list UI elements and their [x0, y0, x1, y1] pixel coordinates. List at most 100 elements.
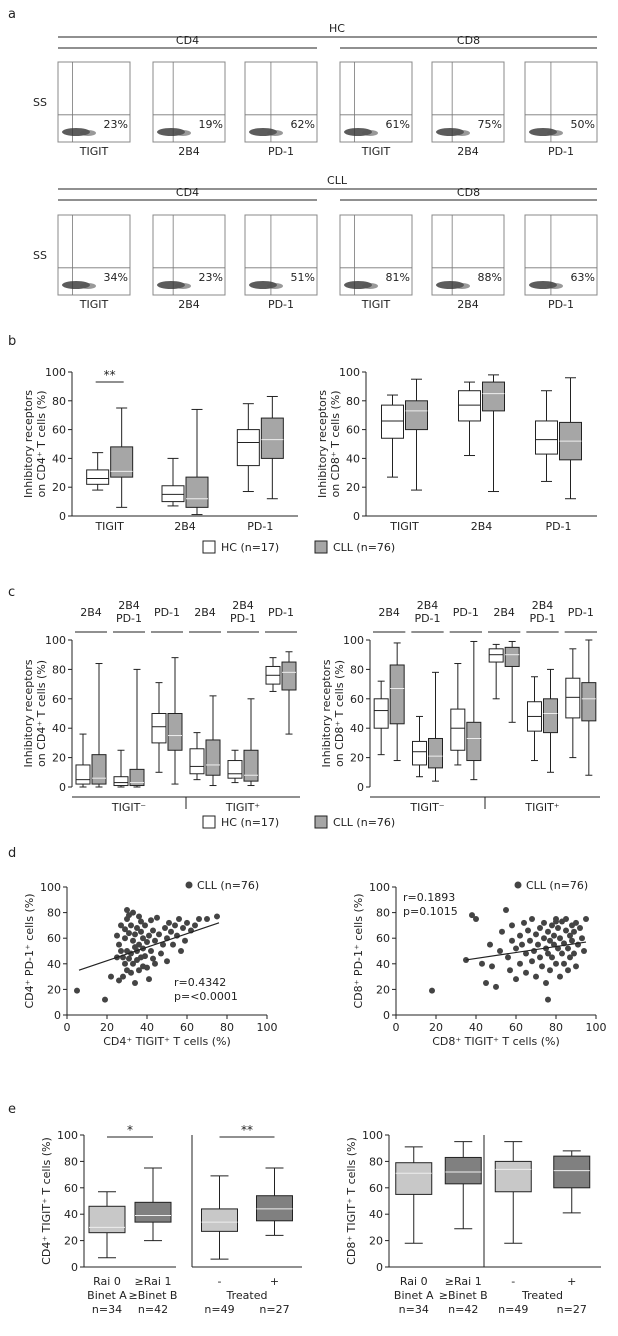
d-scatter-point	[214, 913, 220, 920]
d-scatter-point	[126, 955, 132, 962]
c-category-label: PD-1	[230, 612, 256, 625]
c-chart1-y-tick-label: 0	[357, 781, 364, 794]
b-category-label: PD-1	[545, 520, 571, 533]
d-scatter-point	[138, 928, 144, 935]
b-box	[86, 469, 110, 485]
d-scatter-point	[567, 954, 573, 961]
b-box	[458, 390, 481, 422]
e-category-label: n=42	[448, 1303, 478, 1316]
c-box	[205, 739, 221, 776]
d-scatter-point	[142, 953, 148, 960]
d-chart1-y-tick-label: 60	[376, 932, 390, 945]
d-scatter-point	[541, 935, 547, 942]
c-chart0-y-tick-label: 0	[59, 781, 66, 794]
d-scatter-point	[535, 941, 541, 948]
c-chart0-ylabel: Inhibitory receptors	[22, 659, 35, 767]
flow-percent: 34%	[104, 271, 128, 284]
d-scatter-point	[581, 948, 587, 954]
d-scatter-point	[122, 935, 128, 942]
c-chart1-y-tick-label: 40	[350, 722, 364, 735]
d-scatter-point	[569, 937, 575, 944]
flow-group-title: HC	[329, 22, 345, 35]
d-chart0-y-tick-label: 60	[47, 932, 61, 945]
d-scatter-point	[469, 912, 475, 919]
c-category-label: PD-1	[116, 612, 142, 625]
e-chart1-y-tick-label: 0	[376, 1261, 383, 1274]
d-scatter-point	[545, 950, 551, 957]
d-scatter-point	[557, 935, 563, 942]
flow-marker-label: TIGIT	[361, 145, 391, 158]
d-scatter-point	[124, 907, 130, 914]
flow-percent: 61%	[386, 118, 410, 131]
d-scatter-point	[144, 964, 150, 971]
d-scatter-point	[156, 931, 162, 938]
e-count-label: n=27	[557, 1303, 587, 1316]
flow-marker-label: TIGIT	[361, 298, 391, 311]
c-legend-swatch	[314, 815, 328, 829]
e-category-label: +	[567, 1275, 576, 1288]
b-chart1-ylabel: Inhibitory receptors	[316, 390, 329, 498]
e-chart0-y-tick-label: 20	[64, 1235, 78, 1248]
d-scatter-point	[529, 916, 535, 922]
d-scatter-point	[118, 948, 124, 954]
flow-cell-cluster	[547, 283, 563, 289]
flow-cell-cluster	[547, 130, 563, 136]
d-scatter-point	[567, 932, 573, 939]
flow-percent: 63%	[571, 271, 595, 284]
c-chart1-y-tick-label: 60	[350, 693, 364, 706]
c-legend-label: CLL (n=76)	[333, 816, 395, 829]
d-scatter-point	[547, 967, 553, 974]
d-scatter-point	[545, 996, 551, 1003]
e-box	[494, 1160, 532, 1193]
c-box	[565, 677, 581, 719]
flow-marker-label: TIGIT	[79, 145, 109, 158]
b-box	[405, 400, 428, 431]
c-category-label: 2B4	[232, 599, 254, 612]
d-scatter-point	[142, 922, 148, 929]
d-regression-line	[78, 922, 220, 971]
b-chart0-y-tick-label: 0	[59, 510, 66, 523]
c-box	[243, 749, 259, 782]
d-scatter-point	[553, 960, 559, 967]
d-x-tick-label: 0	[64, 1021, 71, 1034]
d-scatter-point	[204, 916, 210, 922]
flow-cell-cluster	[80, 130, 96, 136]
b-chart0-y-tick-label: 60	[52, 424, 66, 437]
d-scatter-point	[573, 919, 579, 926]
d-scatter-point	[134, 924, 140, 931]
b-legend-label: CLL (n=76)	[333, 541, 395, 554]
e-box	[256, 1195, 293, 1222]
c-box	[581, 682, 597, 722]
e-category-label: ≥Rai 1	[445, 1275, 482, 1288]
c-chart1-ylabel: on CD8⁺ T cells (%)	[333, 660, 346, 767]
e-category-label: Rai 0	[400, 1275, 428, 1288]
b-category-label: 2B4	[174, 520, 196, 533]
e-box	[134, 1201, 172, 1223]
c-category-label: PD-1	[453, 606, 479, 619]
d-scatter-point	[565, 967, 571, 974]
c-box	[281, 661, 297, 691]
d-x-tick-label: 80	[549, 1021, 563, 1034]
b-chart1-ylabel: on CD8⁺ T cells (%)	[329, 390, 342, 497]
b-chart1-y-tick-label: 40	[346, 452, 360, 465]
d-scatter-point	[519, 941, 525, 948]
d-scatter-point	[152, 960, 158, 967]
d-scatter-point	[553, 918, 559, 925]
d-scatter-point	[529, 958, 535, 965]
d-legend-label: CLL (n=76)	[197, 879, 259, 892]
d-chart1-y-tick-label: 0	[383, 1009, 390, 1022]
c-box	[543, 698, 558, 734]
flow-plot-frame	[57, 61, 131, 143]
d-scatter-point	[507, 967, 513, 974]
flow-group-title: CLL	[327, 174, 348, 187]
e-category-label: ≥Rai 1	[135, 1275, 172, 1288]
d-scatter-point	[162, 924, 168, 931]
d-scatter-point	[521, 919, 527, 926]
d-x-tick-label: 100	[586, 1021, 607, 1034]
e-xlabel: Treated	[521, 1289, 563, 1302]
e-count-label: n=27	[259, 1303, 289, 1316]
e-chart0-ylabel: CD4⁺ TIGIT⁺ T cells (%)	[40, 1137, 53, 1265]
d-scatter-point	[505, 954, 511, 961]
d-scatter-point	[170, 941, 176, 948]
